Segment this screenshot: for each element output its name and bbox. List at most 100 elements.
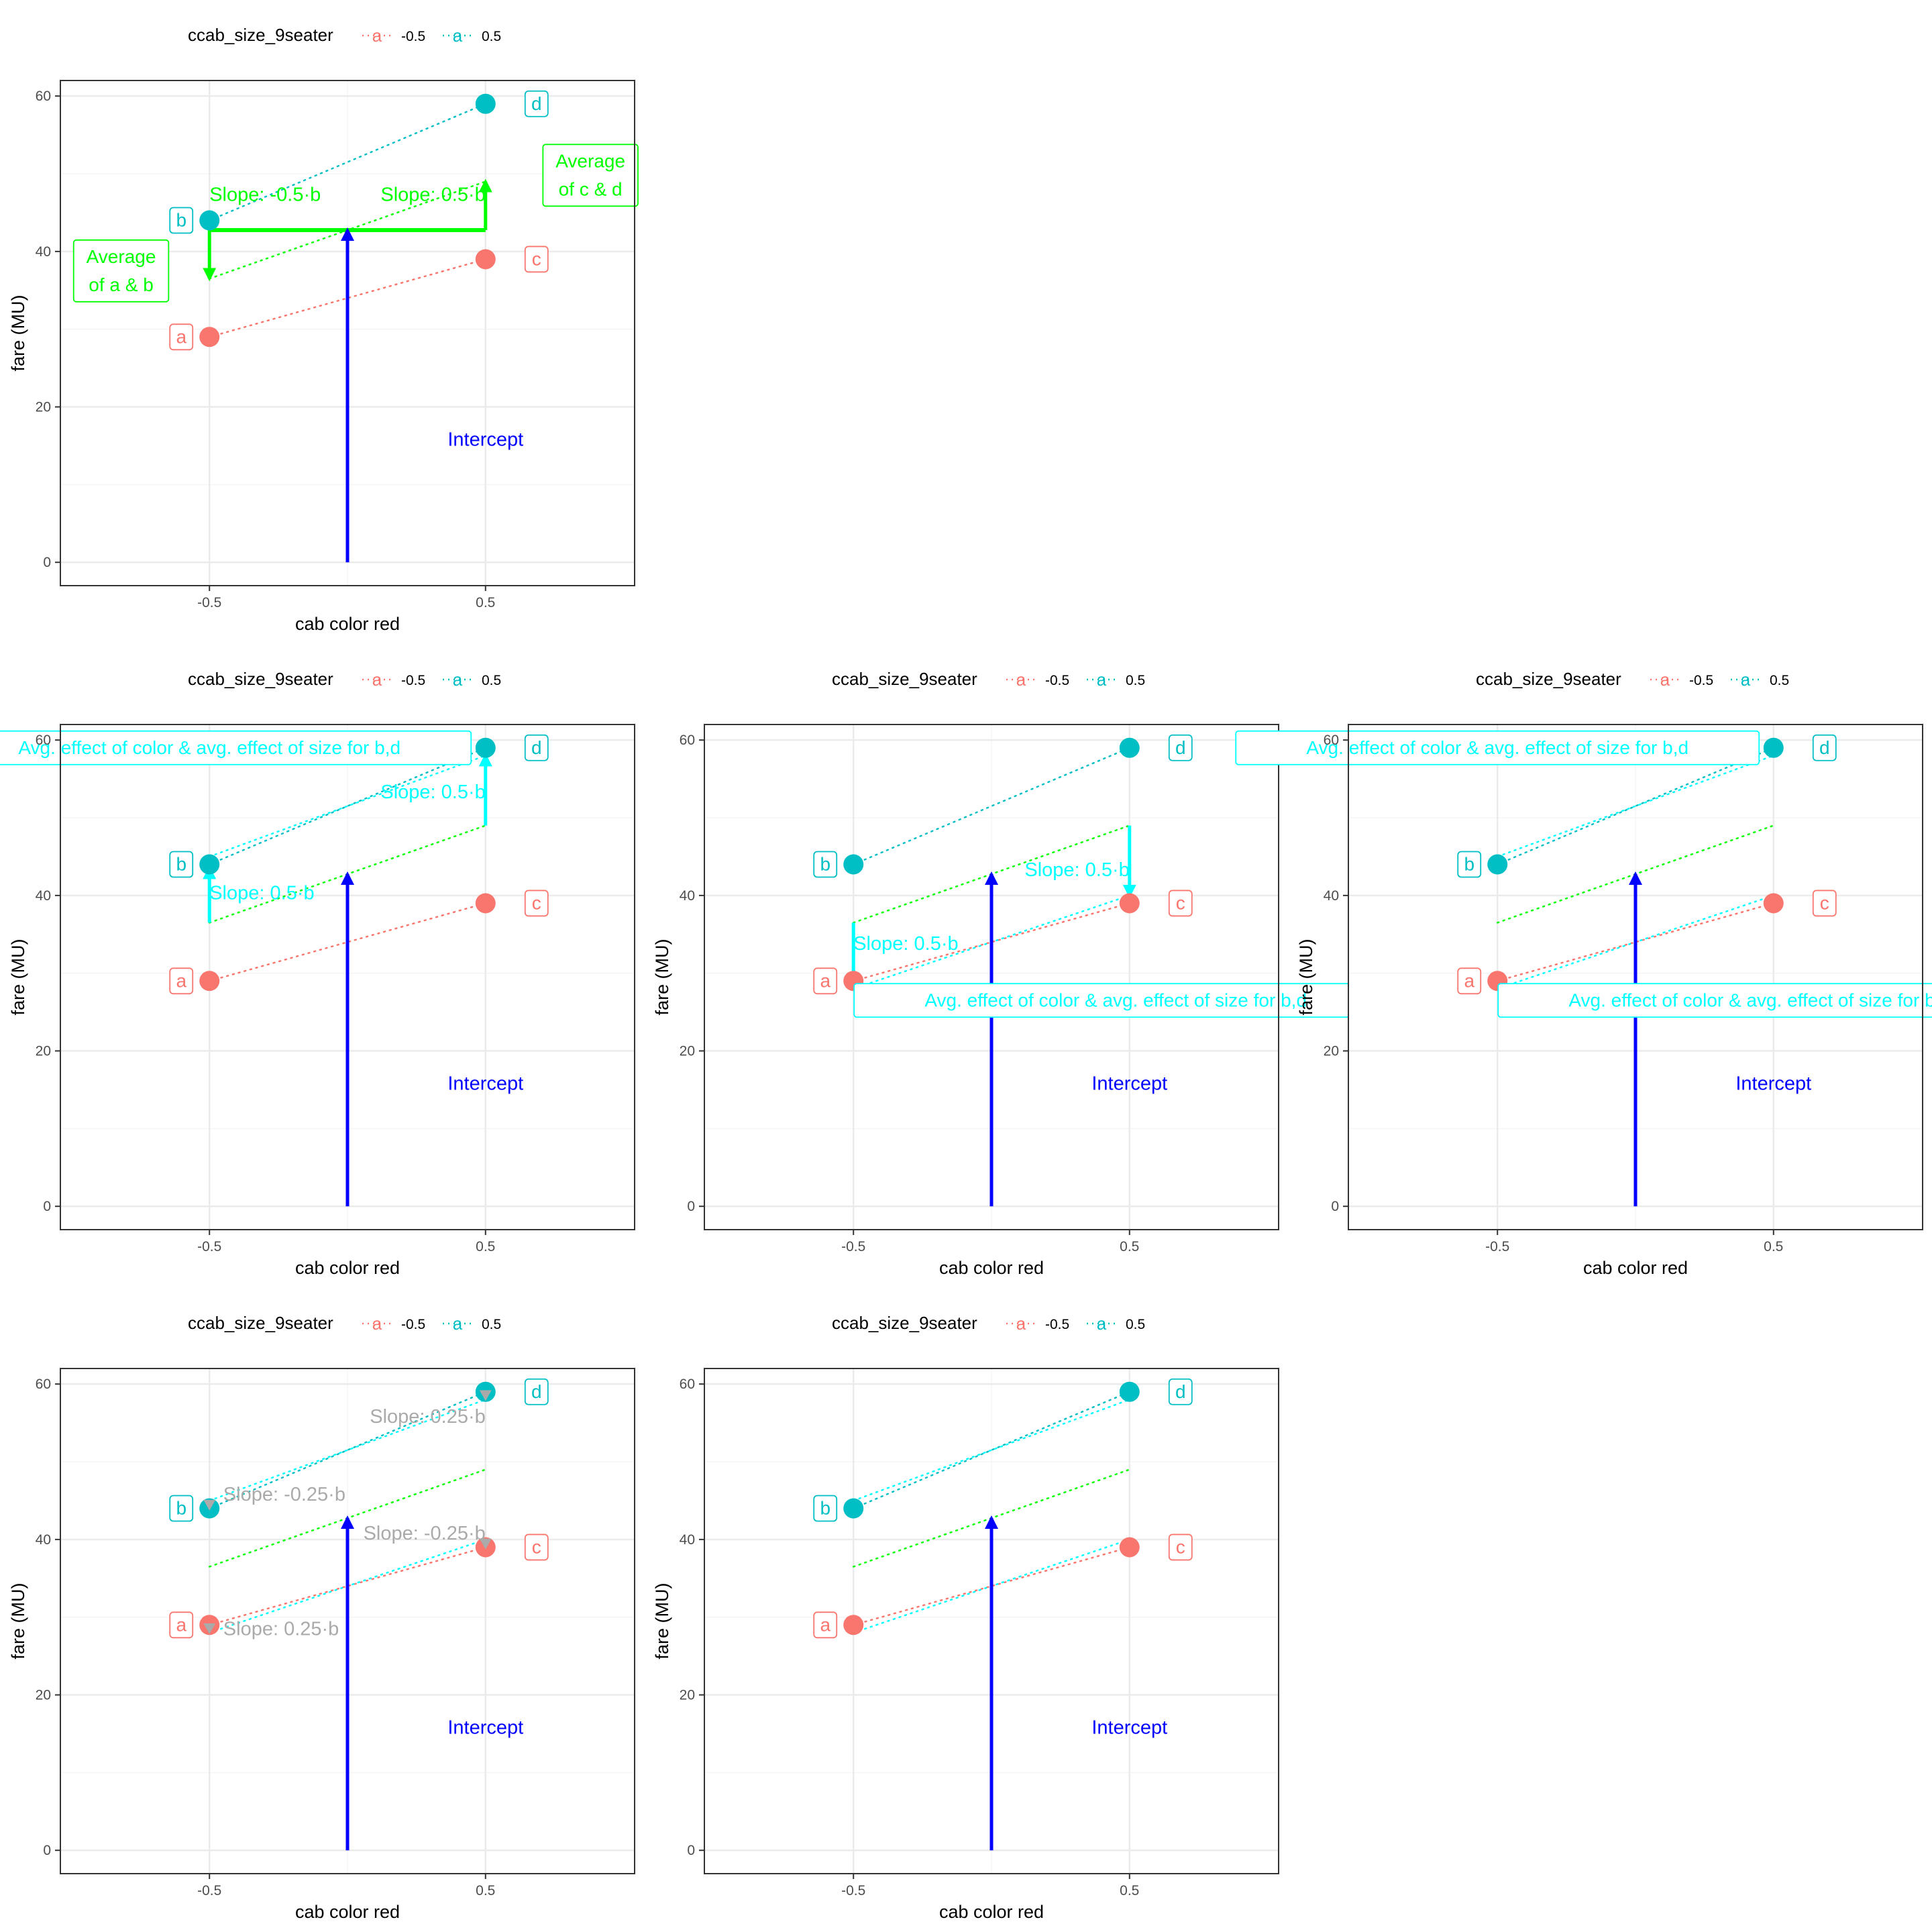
panel-border — [60, 1368, 635, 1874]
data-point-d — [1763, 737, 1784, 758]
legend-key-glyph: a — [1016, 1313, 1026, 1334]
data-point-b — [1487, 854, 1508, 875]
y-tick-label: 40 — [1324, 888, 1339, 904]
point-label-a: a — [176, 326, 186, 347]
legend-key-glyph: a — [453, 669, 463, 690]
point-label-a: a — [176, 1614, 186, 1635]
legend: ccab_size_9seater a -0.5 a 0.5 — [1476, 669, 1789, 690]
y-axis-title: fare (MU) — [8, 1583, 28, 1660]
point-label-b: b — [1464, 854, 1474, 875]
y-tick-label: 40 — [680, 1532, 695, 1548]
point-label-box — [1168, 734, 1193, 761]
annotation-text: Intercept — [1735, 1073, 1811, 1094]
label-box-text: Avg. effect of color & avg. effect of si… — [18, 737, 400, 758]
chart-panel-2: ccab_size_9seater a -0.5 a 0.5abcdInterceptS… — [0, 669, 635, 1278]
x-tick-label: 0.5 — [1120, 1239, 1139, 1254]
y-tick-label: 20 — [1324, 1044, 1339, 1059]
legend-label: 0.5 — [1126, 673, 1145, 688]
label-box: Average of a & b — [72, 239, 170, 303]
point-label-a: a — [176, 970, 186, 991]
annotation-text: Slope: -0.25·b — [364, 1523, 486, 1544]
data-point-d — [1119, 737, 1140, 758]
point-label-box — [813, 967, 838, 995]
label-box-text: Average — [87, 246, 156, 267]
dotted-line-red — [852, 1546, 1131, 1626]
point-label-box — [1457, 967, 1482, 995]
triangle-marker — [479, 1390, 492, 1401]
dotted-line-teal — [852, 747, 1131, 865]
label-box-frame — [72, 239, 170, 303]
point-label-box — [524, 246, 549, 273]
dotted-line-cyan — [1496, 755, 1775, 858]
annotation-text: Slope: -0.25·b — [223, 1484, 345, 1505]
y-tick-label: 0 — [1331, 1199, 1339, 1214]
y-tick-label: 40 — [36, 1532, 51, 1548]
point-label-d: d — [1819, 737, 1830, 758]
point-label-a: a — [820, 970, 830, 991]
y-tick-label: 0 — [687, 1199, 695, 1214]
x-axis-title: cab color red — [295, 1902, 400, 1922]
point-label-b: b — [176, 210, 186, 231]
data-point-b — [843, 1498, 864, 1519]
label-box-frame — [542, 144, 639, 207]
dotted-line-teal — [852, 1391, 1131, 1509]
annotation-text: Slope: 0.5·b — [209, 883, 314, 904]
dotted-line-cyan — [208, 755, 487, 858]
point-label-d: d — [1175, 737, 1186, 758]
data-point-a — [199, 971, 220, 991]
point-label-c: c — [532, 248, 541, 269]
y-axis-title: fare (MU) — [652, 939, 672, 1016]
point-label-box — [1812, 734, 1837, 761]
label-box: Average of c & d — [542, 144, 639, 207]
legend-key-glyph: a — [453, 25, 463, 46]
point-label-box — [169, 1611, 194, 1639]
legend-label: -0.5 — [401, 29, 425, 44]
legend-label: 0.5 — [1126, 1317, 1145, 1332]
point-label-d: d — [531, 737, 542, 758]
label-box: Avg. effect of color & avg. effect of si… — [0, 730, 472, 765]
legend-key-glyph: a — [372, 1313, 382, 1334]
legend-title: ccab_size_9seater — [188, 669, 333, 689]
x-tick-label: -0.5 — [197, 595, 221, 610]
panel-border — [60, 80, 635, 586]
legend-label: -0.5 — [401, 1317, 425, 1332]
label-box-text: of c & d — [559, 178, 623, 199]
y-tick-label: 20 — [680, 1688, 695, 1703]
point-label-c: c — [1176, 1536, 1185, 1557]
x-axis-title: cab color red — [295, 1258, 400, 1278]
label-box-text: of a & b — [89, 274, 154, 295]
legend-key-glyph: a — [1097, 669, 1107, 690]
x-tick-label: -0.5 — [841, 1883, 865, 1898]
annotation-text: Slope: 0.5·b — [380, 782, 485, 803]
point-label-box — [169, 207, 194, 234]
x-tick-label: 0.5 — [476, 1239, 495, 1254]
point-label-b: b — [176, 854, 186, 875]
x-axis-title: cab color red — [295, 614, 400, 634]
annotation-text: Intercept — [447, 1073, 523, 1094]
legend: ccab_size_9seater a -0.5 a 0.5 — [188, 25, 501, 46]
y-axis-title: fare (MU) — [8, 295, 28, 372]
dotted-line-teal — [1496, 747, 1775, 865]
point-label-box — [813, 1611, 838, 1639]
point-label-a: a — [820, 1614, 830, 1635]
data-point-b — [199, 210, 220, 231]
y-tick-label: 60 — [36, 89, 51, 104]
chart-panel-1: ccab_size_9seater a -0.5 a 0.5abcdInterceptS… — [8, 25, 639, 634]
triangle-marker — [479, 1538, 492, 1550]
data-point-b — [199, 854, 220, 875]
point-label-box — [1812, 890, 1837, 917]
data-point-d — [1119, 1381, 1140, 1402]
x-tick-label: -0.5 — [197, 1883, 221, 1898]
point-label-box — [813, 851, 838, 878]
point-label-box — [169, 851, 194, 878]
y-tick-label: 20 — [680, 1044, 695, 1059]
legend-title: ccab_size_9seater — [1476, 669, 1621, 689]
legend: ccab_size_9seater a -0.5 a 0.5 — [832, 669, 1145, 690]
data-point-a — [843, 1615, 864, 1635]
data-point-c — [1763, 893, 1784, 914]
x-tick-label: -0.5 — [841, 1239, 865, 1254]
y-axis-title: fare (MU) — [1296, 939, 1316, 1016]
label-box-text: Avg. effect of color & avg. effect of si… — [924, 989, 1307, 1010]
dotted-line-cyan — [208, 1399, 487, 1502]
